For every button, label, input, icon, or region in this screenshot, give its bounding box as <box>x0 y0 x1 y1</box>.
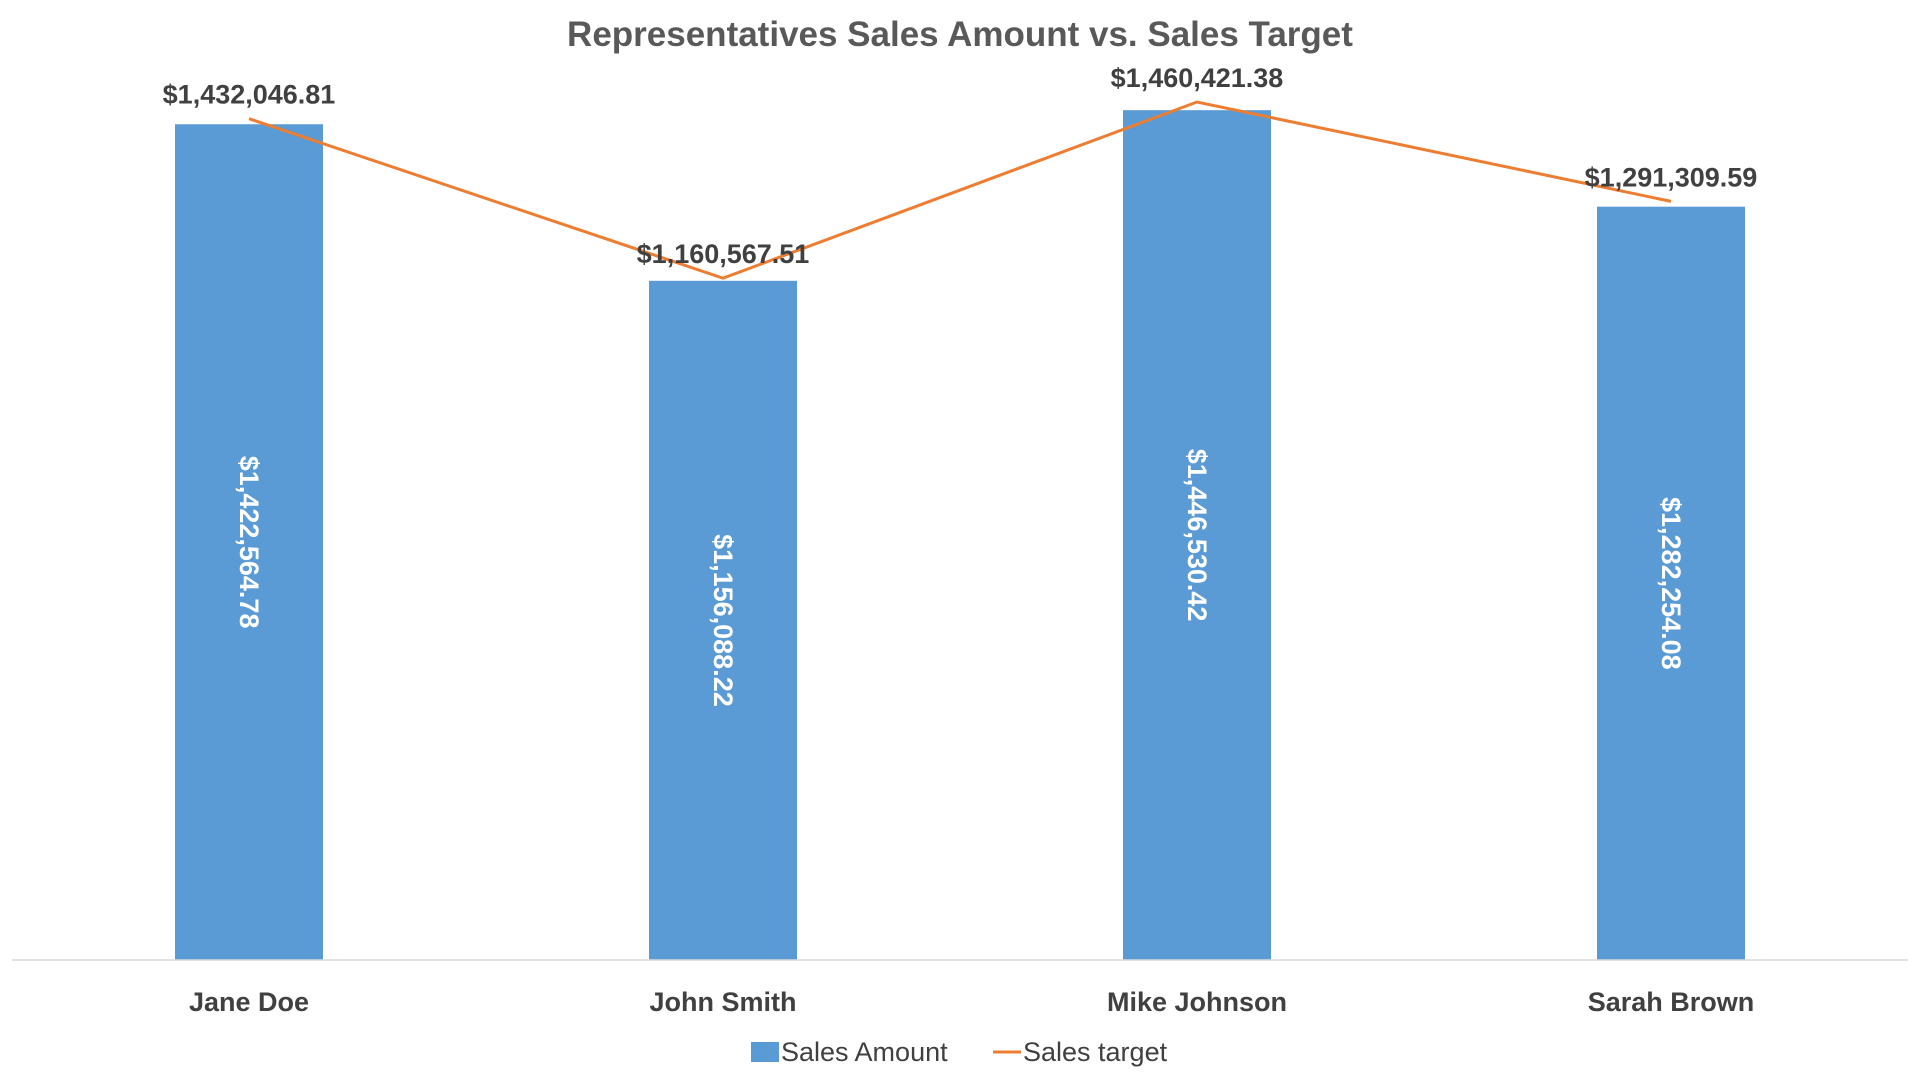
category-label: Sarah Brown <box>1588 987 1755 1017</box>
legend-swatch-sales-amount <box>751 1042 779 1062</box>
line-layer <box>248 100 1672 280</box>
bar-value-label: $1,282,254.08 <box>1656 497 1686 670</box>
legend-label-sales-amount: Sales Amount <box>781 1037 948 1067</box>
category-label: Jane Doe <box>189 987 309 1017</box>
target-value-label: $1,460,421.38 <box>1111 63 1284 93</box>
sales-target-line <box>248 100 1672 280</box>
bar-3 <box>1123 110 1271 960</box>
bar-value-label: $1,156,088.22 <box>708 534 738 707</box>
bar-1 <box>175 124 323 961</box>
bar-4 <box>1597 206 1745 961</box>
category-label: Mike Johnson <box>1107 987 1287 1017</box>
bar-value-label: $1,422,564.78 <box>234 456 264 629</box>
labels-layer: $1,422,564.78 $1,156,088.22 $1,446,530.42 $… <box>163 63 1758 707</box>
chart-title: Representatives Sales Amount vs. Sales T… <box>567 15 1353 54</box>
categories-layer: Jane Doe John Smith Mike Johnson Sarah Brow… <box>189 987 1754 1017</box>
target-value-label: $1,432,046.81 <box>163 80 336 110</box>
bar-value-label: $1,446,530.42 <box>1182 449 1212 622</box>
legend: Sales Amount Sales target <box>751 1037 1168 1067</box>
bar-2 <box>649 280 797 960</box>
bars-layer <box>175 110 1745 961</box>
legend-label-sales-target: Sales target <box>1023 1037 1168 1067</box>
target-value-label: $1,160,567.51 <box>637 239 810 269</box>
target-value-label: $1,291,309.59 <box>1585 162 1758 192</box>
category-label: John Smith <box>650 987 797 1017</box>
